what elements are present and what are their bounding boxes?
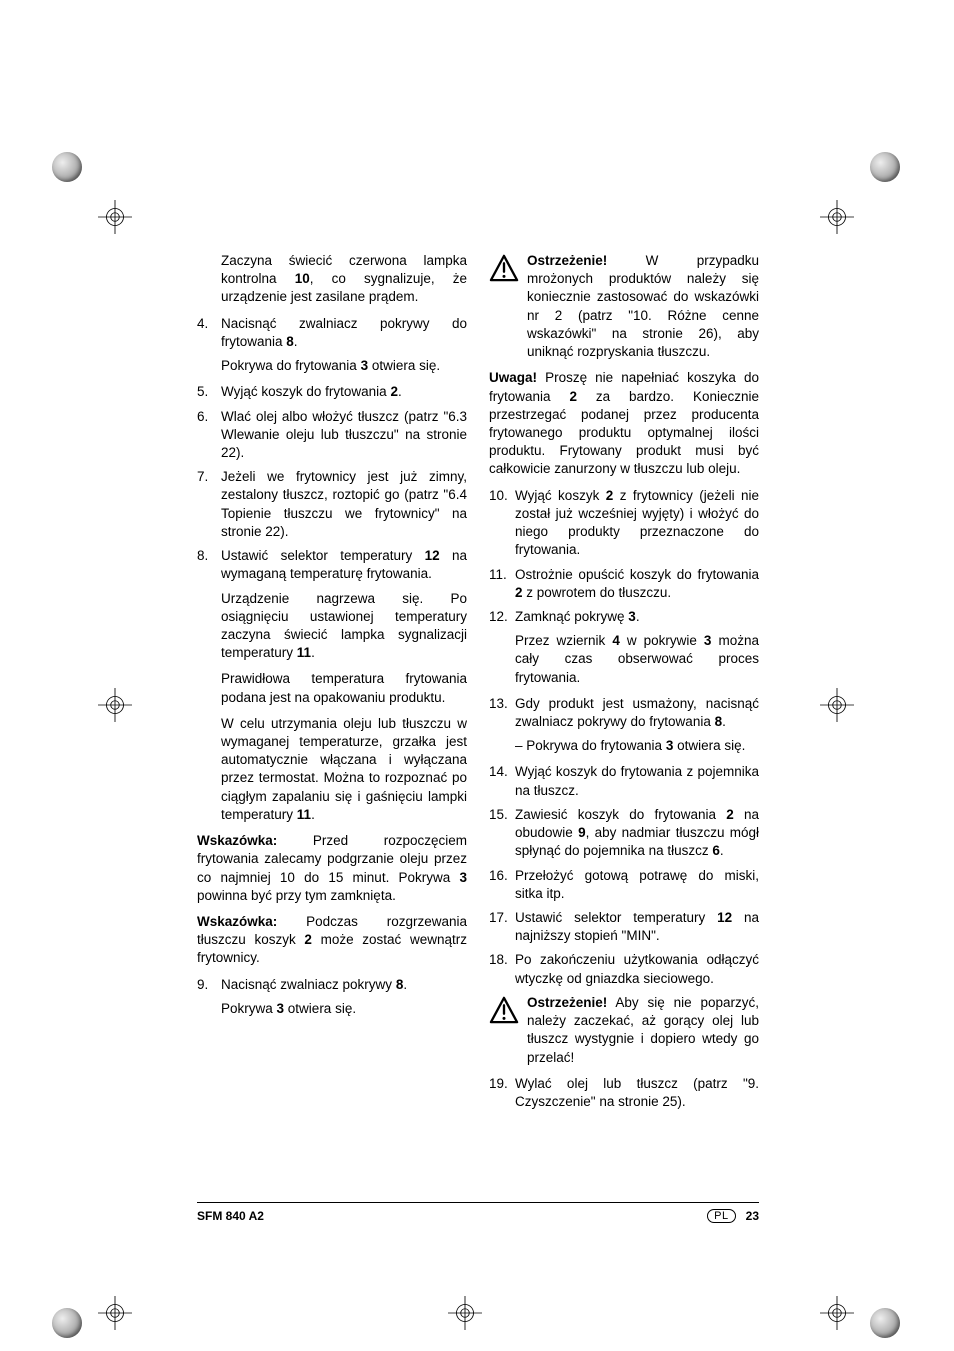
registration-disc (870, 152, 900, 182)
registration-mark-icon (98, 1296, 132, 1330)
registration-mark-icon (98, 200, 132, 234)
list-item: 19.Wylać olej lub tłuszcz (patrz "9. Czy… (489, 1075, 759, 1111)
page-content: Zaczyna świecić czerwona lampka kontroln… (197, 252, 759, 1117)
body-text: Przez wziernik 4 w pokrywie 3 można cały… (489, 632, 759, 687)
list-item: 17.Ustawić selektor temperatury 12 na na… (489, 909, 759, 945)
registration-disc (52, 152, 82, 182)
body-text: Zaczyna świecić czerwona lampka kontroln… (197, 252, 467, 307)
page-number: 23 (746, 1209, 759, 1223)
list-item: 14.Wyjąć koszyk do frytowania z pojemnik… (489, 763, 759, 799)
tip-text: Wskazówka: Podczas rozgrzewania tłuszczu… (197, 913, 467, 968)
page-footer: SFM 840 A2 PL 23 (197, 1202, 759, 1223)
body-text: Prawidłowa temperatura frytowania podana… (197, 670, 467, 706)
warning-icon (489, 994, 521, 1067)
left-column: Zaczyna świecić czerwona lampka kontroln… (197, 252, 467, 1117)
list-item: 5.Wyjąć koszyk do frytowania 2. (197, 383, 467, 401)
list-item: 4.Nacisnąć zwalniacz pokrywy do frytowan… (197, 315, 467, 351)
list-item: 18.Po zakończeniu użytkowania odłączyć w… (489, 951, 759, 987)
body-text: – Pokrywa do frytowania 3 otwiera się. (489, 737, 759, 755)
tip-text: Wskazówka: Przed rozpoczęciem frytowania… (197, 832, 467, 905)
registration-disc (52, 1308, 82, 1338)
registration-mark-icon (820, 200, 854, 234)
registration-mark-icon (98, 688, 132, 722)
language-badge: PL (707, 1209, 735, 1223)
right-column: Ostrzeżenie! W przypadku mrożonych produ… (489, 252, 759, 1117)
body-text: Pokrywa 3 otwiera się. (197, 1000, 467, 1018)
list-item: 6.Wlać olej albo włożyć tłuszcz (patrz "… (197, 408, 467, 463)
body-text: Urządzenie nagrzewa się. Po osiągnięciu … (197, 590, 467, 663)
model-number: SFM 840 A2 (197, 1209, 264, 1223)
list-item: 16.Przełożyć gotową potrawę do miski, si… (489, 867, 759, 903)
registration-mark-icon (448, 1296, 482, 1330)
body-text: Pokrywa do frytowania 3 otwiera się. (197, 357, 467, 375)
list-item: 12.Zamknąć pokrywę 3. (489, 608, 759, 626)
list-item: 8.Ustawić selektor temperatury 12 na wym… (197, 547, 467, 583)
warning-block: Ostrzeżenie! Aby się nie poparzyć, należ… (489, 994, 759, 1067)
list-item: 15.Zawiesić koszyk do frytowania 2 na ob… (489, 806, 759, 861)
body-text: W celu utrzymania oleju lub tłuszczu w w… (197, 715, 467, 824)
caution-text: Uwaga! Proszę nie napełniać koszyka do f… (489, 369, 759, 478)
list-item: 7.Jeżeli we frytownicy jest już zimny, z… (197, 468, 467, 541)
registration-mark-icon (820, 1296, 854, 1330)
list-item: 10.Wyjąć koszyk 2 z frytownicy (jeżeli n… (489, 487, 759, 560)
list-item: 11.Ostrożnie opuścić koszyk do frytowani… (489, 566, 759, 602)
registration-mark-icon (820, 688, 854, 722)
list-item: 9.Nacisnąć zwalniacz pokrywy 8. (197, 976, 467, 994)
registration-disc (870, 1308, 900, 1338)
list-item: 13.Gdy produkt jest usmażony, nacisnąć z… (489, 695, 759, 731)
warning-block: Ostrzeżenie! W przypadku mrożonych produ… (489, 252, 759, 361)
warning-icon (489, 252, 521, 361)
